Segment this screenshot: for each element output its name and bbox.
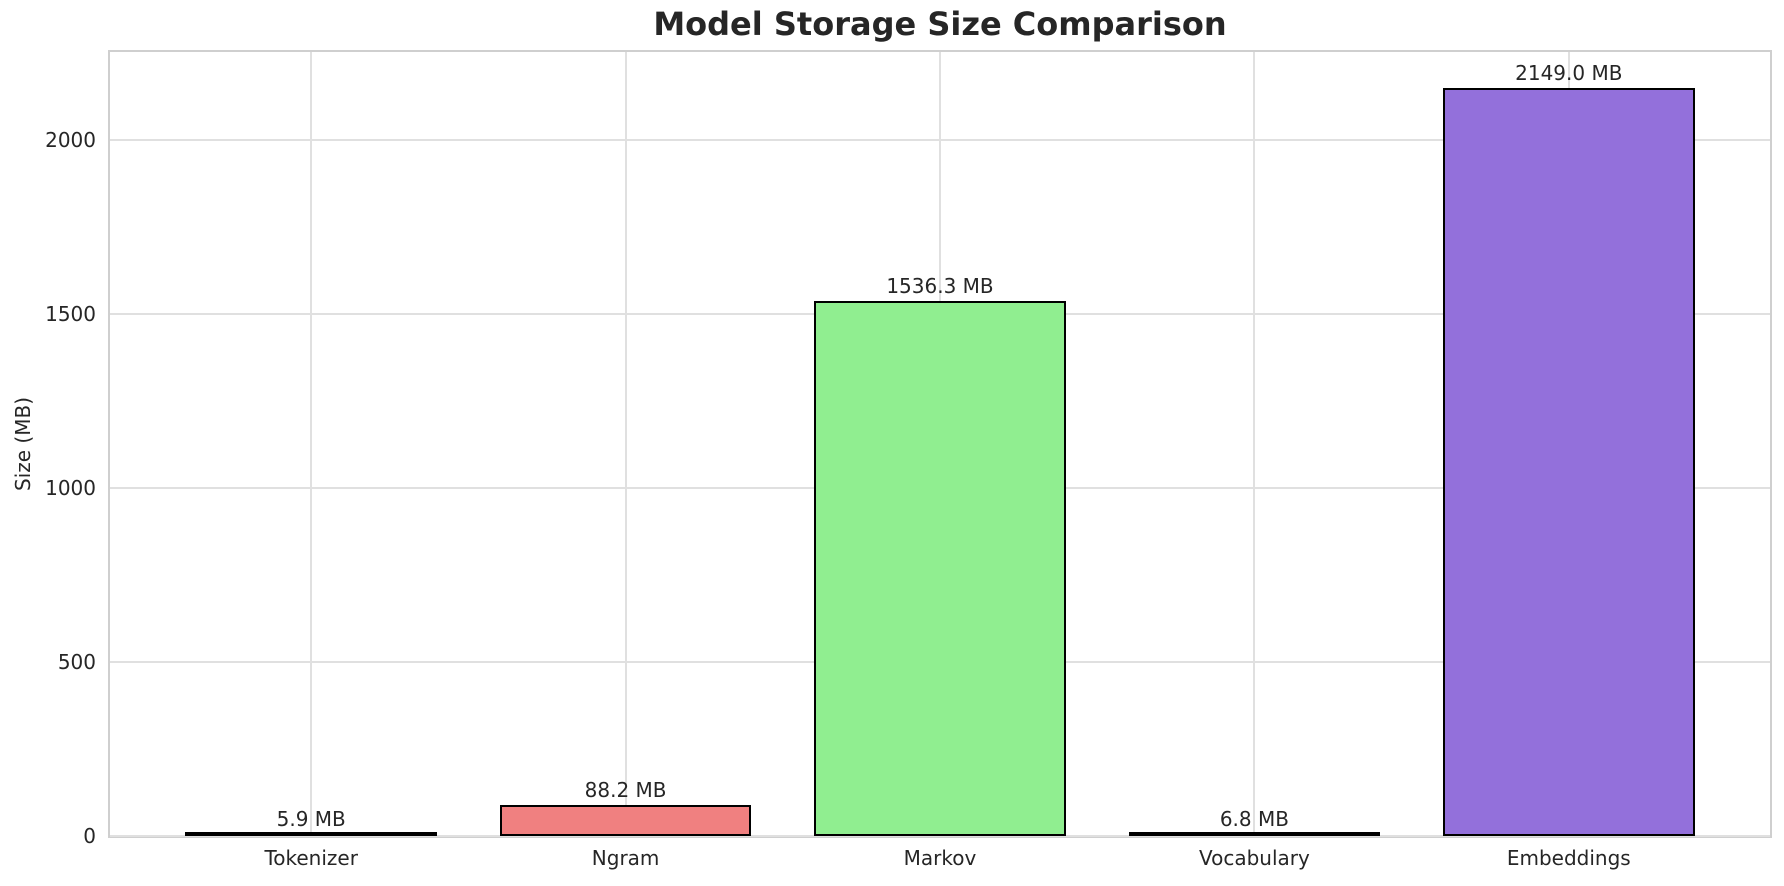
chart-title: Model Storage Size Comparison [653, 5, 1227, 43]
x-tick-label: Tokenizer [264, 846, 358, 870]
x-tick-label: Vocabulary [1198, 846, 1310, 870]
plot-area: 5.9 MB 88.2 MB 1536.3 MB 6.8 MB 2149.0 MB [108, 50, 1772, 838]
bar-tokenizer [185, 832, 437, 836]
bar-value-label: 5.9 MB [276, 806, 346, 831]
gridline-vertical [310, 52, 313, 836]
bar-markov [814, 301, 1066, 836]
x-tick-label: Embeddings [1506, 846, 1631, 870]
y-tick-label: 0 [83, 824, 96, 848]
y-tick-label: 1000 [45, 476, 96, 501]
gridline-vertical [1253, 52, 1256, 836]
bar-embeddings [1443, 88, 1695, 836]
x-tick-label: Markov [903, 846, 977, 870]
bar-value-label: 6.8 MB [1219, 806, 1289, 831]
bar-value-label: 2149.0 MB [1515, 61, 1623, 86]
bar-value-label: 88.2 MB [584, 778, 667, 803]
bar-vocabulary [1128, 832, 1381, 836]
bar-ngram [499, 805, 752, 836]
y-tick-label: 500 [57, 650, 96, 674]
bar-value-label: 1536.3 MB [886, 274, 994, 299]
x-tick-label: Ngram [591, 846, 660, 870]
gridline-vertical [624, 52, 627, 836]
gridline-horizontal [110, 835, 1770, 837]
y-tick-label: 1500 [45, 302, 96, 327]
y-tick-label: 2000 [45, 128, 96, 153]
